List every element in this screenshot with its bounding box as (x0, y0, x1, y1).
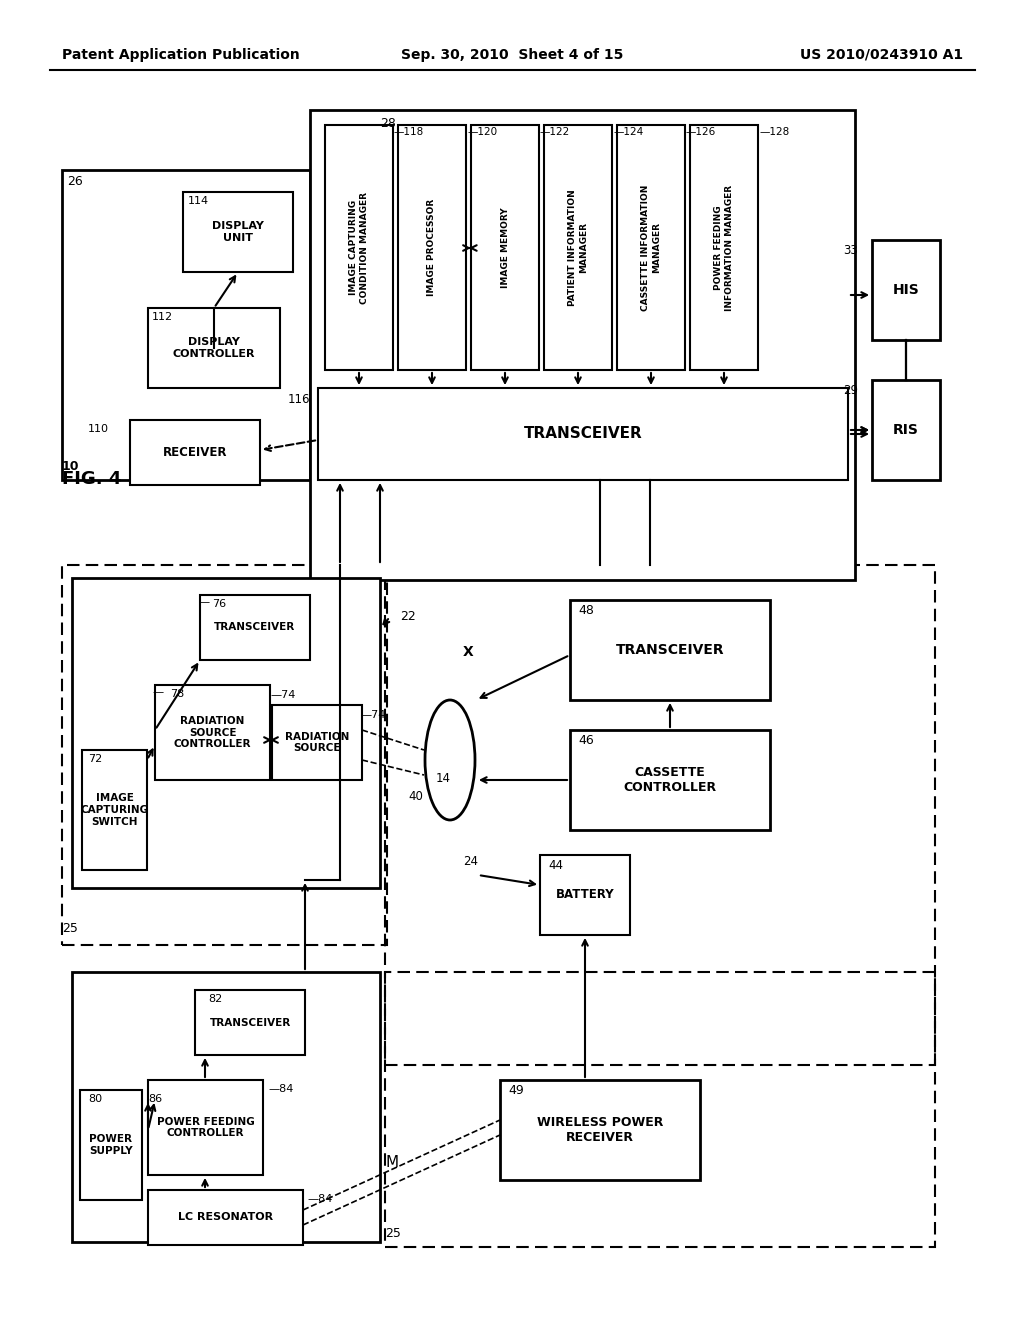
Text: —: — (152, 686, 163, 697)
Text: US 2010/0243910 A1: US 2010/0243910 A1 (800, 48, 963, 62)
Text: 26: 26 (67, 176, 83, 187)
Text: BATTERY: BATTERY (556, 888, 614, 902)
Text: 46: 46 (578, 734, 594, 747)
Text: POWER FEEDING
CONTROLLER: POWER FEEDING CONTROLLER (157, 1117, 254, 1138)
Text: 110: 110 (88, 424, 109, 434)
Text: —128: —128 (759, 127, 790, 137)
Text: 33: 33 (843, 244, 858, 257)
Bar (318, 388, 848, 480)
Text: —74: —74 (360, 710, 385, 719)
Text: CASSETTE INFORMATION
MANAGER: CASSETTE INFORMATION MANAGER (641, 185, 660, 310)
Bar (570, 601, 770, 700)
Text: —84: —84 (307, 1195, 333, 1204)
Text: 112: 112 (152, 312, 173, 322)
Text: IMAGE CAPTURING
CONDITION MANAGER: IMAGE CAPTURING CONDITION MANAGER (349, 191, 369, 304)
Bar (62, 170, 310, 480)
Bar (200, 595, 310, 660)
Bar (148, 1191, 303, 1245)
Bar (130, 420, 260, 484)
Bar (72, 578, 380, 888)
Text: TRANSCEIVER: TRANSCEIVER (209, 1018, 291, 1027)
Text: 116: 116 (288, 393, 310, 407)
Text: 10: 10 (62, 459, 80, 473)
Text: 86: 86 (148, 1094, 162, 1104)
Text: RIS: RIS (893, 422, 919, 437)
Text: POWER FEEDING
INFORMATION MANAGER: POWER FEEDING INFORMATION MANAGER (715, 185, 734, 310)
Text: —118: —118 (394, 127, 424, 137)
Bar (272, 705, 362, 780)
Text: CASSETTE
CONTROLLER: CASSETTE CONTROLLER (624, 766, 717, 795)
Text: FIG. 4: FIG. 4 (62, 470, 122, 488)
Text: 25: 25 (385, 1228, 400, 1239)
Bar (183, 191, 293, 272)
Text: RADIATION
SOURCE: RADIATION SOURCE (285, 731, 349, 754)
Text: 78: 78 (170, 689, 184, 700)
Bar (148, 1080, 263, 1175)
Text: —: — (198, 597, 209, 607)
Text: LC RESONATOR: LC RESONATOR (178, 1213, 273, 1222)
Bar (385, 565, 935, 1065)
Text: 72: 72 (88, 754, 102, 764)
Text: Patent Application Publication: Patent Application Publication (62, 48, 300, 62)
Text: HIS: HIS (893, 282, 920, 297)
Text: X: X (463, 645, 473, 659)
Text: 22: 22 (400, 610, 416, 623)
Bar (62, 565, 387, 945)
Text: 14: 14 (436, 772, 451, 785)
Text: 29: 29 (843, 384, 858, 397)
Text: —120: —120 (467, 127, 497, 137)
Bar (148, 308, 280, 388)
Text: —126: —126 (686, 127, 716, 137)
Text: 28: 28 (380, 117, 396, 129)
Bar (72, 972, 380, 1242)
Text: 25: 25 (62, 921, 78, 935)
Text: TRANSCEIVER: TRANSCEIVER (523, 426, 642, 441)
Text: DISPLAY
CONTROLLER: DISPLAY CONTROLLER (173, 337, 255, 359)
Ellipse shape (425, 700, 475, 820)
Text: RADIATION
SOURCE
CONTROLLER: RADIATION SOURCE CONTROLLER (174, 715, 251, 750)
Bar (155, 685, 270, 780)
Text: WIRELESS POWER
RECEIVER: WIRELESS POWER RECEIVER (537, 1115, 664, 1144)
Text: IMAGE
CAPTURING
SWITCH: IMAGE CAPTURING SWITCH (81, 793, 148, 826)
Text: M: M (385, 1155, 398, 1170)
Text: POWER
SUPPLY: POWER SUPPLY (89, 1134, 133, 1156)
Bar (471, 125, 539, 370)
Bar (570, 730, 770, 830)
Text: IMAGE PROCESSOR: IMAGE PROCESSOR (427, 199, 436, 296)
Bar (385, 972, 935, 1247)
Bar (82, 750, 147, 870)
Text: 49: 49 (508, 1084, 523, 1097)
Bar (544, 125, 612, 370)
Bar (872, 380, 940, 480)
Bar (398, 125, 466, 370)
Bar (690, 125, 758, 370)
Bar (500, 1080, 700, 1180)
Text: 80: 80 (88, 1094, 102, 1104)
Text: 40: 40 (408, 789, 423, 803)
Text: —124: —124 (613, 127, 643, 137)
Text: 48: 48 (578, 605, 594, 616)
Bar (617, 125, 685, 370)
Text: 82: 82 (208, 994, 222, 1005)
Bar (540, 855, 630, 935)
Bar (310, 110, 855, 579)
Text: —122: —122 (540, 127, 570, 137)
Text: IMAGE MEMORY: IMAGE MEMORY (501, 207, 510, 288)
Bar (80, 1090, 142, 1200)
Text: 76: 76 (212, 599, 226, 609)
Bar (325, 125, 393, 370)
Text: —84: —84 (268, 1084, 293, 1094)
Text: TRANSCEIVER: TRANSCEIVER (214, 623, 296, 632)
Text: Sep. 30, 2010  Sheet 4 of 15: Sep. 30, 2010 Sheet 4 of 15 (400, 48, 624, 62)
Bar (195, 990, 305, 1055)
Text: TRANSCEIVER: TRANSCEIVER (615, 643, 724, 657)
Bar (872, 240, 940, 341)
Text: RECEIVER: RECEIVER (163, 446, 227, 459)
Text: 24: 24 (463, 855, 478, 869)
Text: 44: 44 (548, 859, 563, 873)
Text: DISPLAY
UNIT: DISPLAY UNIT (212, 222, 264, 243)
Text: 114: 114 (188, 195, 209, 206)
Text: —74: —74 (270, 690, 295, 700)
Text: PATIENT INFORMATION
MANAGER: PATIENT INFORMATION MANAGER (568, 189, 588, 306)
